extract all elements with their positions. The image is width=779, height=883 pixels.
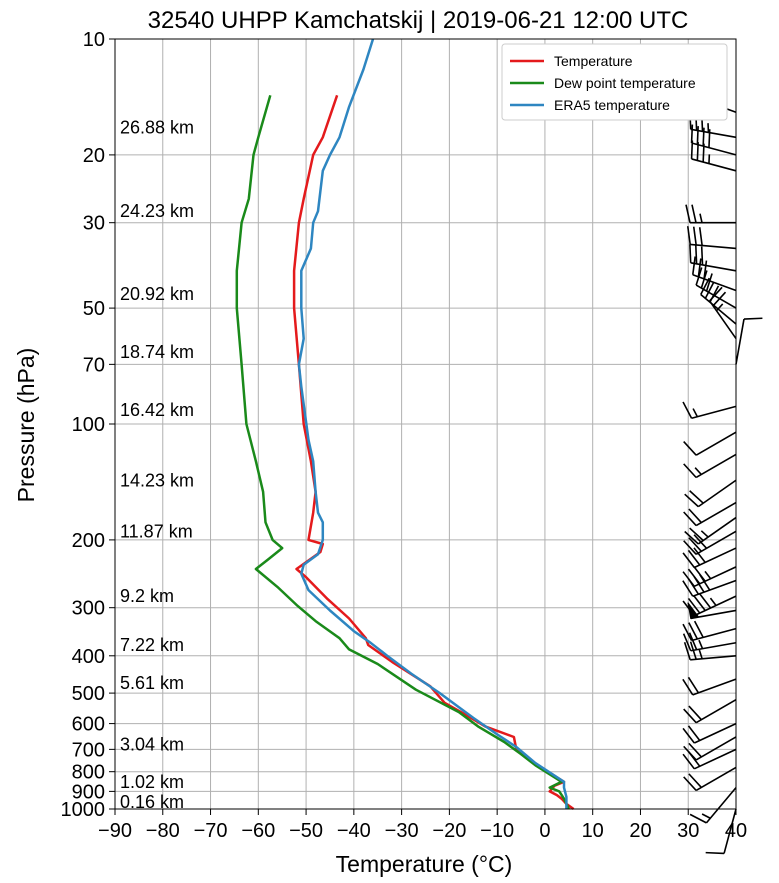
wind-barb <box>690 124 737 156</box>
legend: Temperature Dew point temperature ERA5 tem… <box>501 43 728 121</box>
y-tick-label: 600 <box>72 714 105 736</box>
legend-entries: Temperature Dew point temperature ERA5 tem… <box>510 53 696 113</box>
wind-barb <box>682 632 737 652</box>
plot-area <box>114 38 763 855</box>
x-tick-label: −60 <box>241 820 275 842</box>
wind-barb <box>682 547 737 569</box>
wind-barb <box>683 431 737 456</box>
wind-barb <box>689 787 737 824</box>
wind-barb <box>735 317 763 365</box>
wind-barb <box>683 453 737 479</box>
altitude-label: 0.16 km <box>120 792 184 812</box>
y-tick-label: 10 <box>83 29 105 51</box>
y-tick-label: 100 <box>72 414 105 436</box>
wind-barb <box>705 808 737 855</box>
x-tick-label: −10 <box>480 820 514 842</box>
x-axis-label: Temperature (°C) <box>336 851 513 877</box>
y-tick-label: 500 <box>72 683 105 705</box>
altitude-label: 20.92 km <box>120 284 194 304</box>
x-tick-label: −90 <box>98 820 132 842</box>
x-tick-label: −40 <box>337 820 371 842</box>
wind-barb <box>683 501 737 527</box>
y-tick-label: 20 <box>83 145 105 167</box>
x-tick-label: 20 <box>629 820 651 842</box>
series-line-dew-point-temperature <box>235 94 570 810</box>
wind-barb <box>686 226 737 250</box>
y-tick-label: 30 <box>83 213 105 235</box>
altitude-labels: 26.88 km 24.23 km 20.92 km 18.74 km 16.42 km… <box>120 118 194 812</box>
altitude-label: 9.2 km <box>120 586 174 606</box>
altitude-label: 3.04 km <box>120 735 184 755</box>
altitude-label: 1.02 km <box>120 772 184 792</box>
x-tick-label: 0 <box>539 820 550 842</box>
y-tick-label: 900 <box>72 781 105 803</box>
altitude-label: 7.22 km <box>120 635 184 655</box>
wind-barb <box>682 620 737 642</box>
wind-barb <box>685 204 736 224</box>
wind-barbs <box>682 78 763 855</box>
wind-barb <box>684 479 737 508</box>
x-tick-label: −80 <box>146 820 180 842</box>
y-tick-label: 70 <box>83 354 105 376</box>
wind-barb <box>682 676 737 696</box>
x-tick-label: −50 <box>289 820 323 842</box>
altitude-label: 11.87 km <box>120 521 193 541</box>
x-tick-label: 30 <box>677 820 699 842</box>
y-axis-ticks: 10 20 30 50 70 100 200 300 400 500 600 700800900100… <box>61 29 115 821</box>
y-tick-label: 200 <box>72 530 105 552</box>
x-tick-label: −70 <box>194 820 228 842</box>
altitude-label: 16.42 km <box>120 400 194 420</box>
wind-barb <box>690 140 737 172</box>
y-tick-label: 50 <box>83 298 105 320</box>
y-tick-label: 1000 <box>61 799 106 821</box>
legend-label: ERA5 temperature <box>554 97 670 113</box>
legend-label: Temperature <box>554 53 633 69</box>
wind-barb <box>683 641 737 661</box>
wind-barb <box>682 401 737 420</box>
wind-barb <box>682 748 737 770</box>
wind-barb <box>684 516 737 545</box>
x-tick-label: −30 <box>385 820 419 842</box>
y-tick-label: 300 <box>72 598 105 620</box>
y-tick-label: 700 <box>72 739 105 761</box>
legend-box <box>501 43 728 121</box>
x-axis-ticks: −90 −80 −70 −60 −50 −40 −30 −20 −10 0 10 20 30 40 <box>98 809 747 842</box>
wind-barb <box>683 766 737 792</box>
wind-barb <box>683 530 737 556</box>
data-series <box>235 38 575 811</box>
legend-label: Dew point temperature <box>554 75 696 91</box>
altitude-label: 26.88 km <box>120 118 194 138</box>
y-axis-label: Pressure (hPa) <box>13 348 39 503</box>
y-tick-label: 400 <box>72 646 105 668</box>
y-tick-label: 800 <box>72 762 105 784</box>
wind-barb <box>708 286 737 340</box>
wind-barb <box>687 602 737 620</box>
altitude-label: 24.23 km <box>120 201 194 221</box>
x-tick-label: 10 <box>582 820 604 842</box>
altitude-label: 18.74 km <box>120 342 194 362</box>
chart-title: 32540 UHPP Kamchatskij | 2019-06-21 12:0… <box>148 7 689 34</box>
wind-barb <box>689 244 737 272</box>
series-line-era5-temperature <box>297 38 568 809</box>
x-tick-label: −20 <box>432 820 466 842</box>
altitude-label: 14.23 km <box>120 470 194 490</box>
x-tick-label: 40 <box>725 820 747 842</box>
wind-barb <box>682 722 737 744</box>
wind-barb <box>683 698 737 724</box>
altitude-label: 5.61 km <box>120 673 184 693</box>
